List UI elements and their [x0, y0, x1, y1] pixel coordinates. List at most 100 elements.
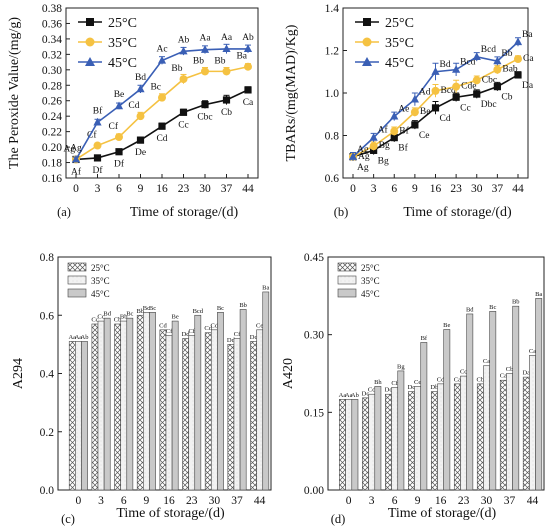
data-point	[179, 46, 188, 55]
data-point	[243, 44, 253, 53]
significance-label: Cd	[204, 325, 212, 332]
bar	[210, 329, 218, 491]
data-point	[244, 62, 252, 71]
legend-marker	[363, 18, 371, 26]
significance-label: Aa	[345, 392, 353, 399]
y-tick-label: 0.15	[304, 407, 324, 419]
significance-label: Dc	[408, 384, 416, 391]
data-point	[201, 67, 209, 76]
significance-label: Ba	[236, 52, 247, 62]
significance-label: Bd	[135, 73, 146, 83]
significance-label: Bd	[103, 311, 111, 318]
significance-label: Ac	[156, 45, 167, 55]
legend-label: 35°C	[361, 276, 380, 286]
data-point	[472, 76, 481, 85]
significance-label: Bcd	[481, 45, 497, 55]
bar	[374, 386, 382, 491]
bar	[165, 335, 173, 491]
data-point	[514, 55, 522, 63]
bar	[483, 365, 490, 491]
x-tick-label: 9	[138, 183, 144, 195]
significance-label: Bcd	[460, 58, 476, 68]
data-point	[369, 133, 378, 141]
data-point	[390, 134, 398, 142]
significance-label: Bg	[378, 156, 389, 166]
significance-label: Dc	[362, 390, 370, 397]
series-0: Aa Dc Dc Dc Db Ca Cb Ca Da	[339, 370, 530, 491]
bar	[159, 329, 167, 491]
y-tick-label: 0.22	[42, 127, 62, 139]
legend-label: 45°C	[361, 289, 380, 299]
significance-label: Ad	[419, 87, 431, 97]
data-point	[473, 90, 481, 98]
significance-label: Bc	[217, 305, 224, 312]
legend-marker	[86, 18, 94, 26]
significance-label: Cf	[391, 380, 398, 387]
data-point	[201, 100, 209, 109]
x-tick-label: 3	[369, 495, 375, 507]
y-tick-label: 0.38	[42, 3, 62, 15]
significance-label: Bc	[489, 304, 496, 311]
y-tick-label: 0.36	[42, 18, 62, 30]
x-tick-label: 9	[415, 495, 421, 507]
y-axis-title: A420	[281, 358, 296, 389]
x-tick-label: 3	[371, 183, 377, 195]
significance-label: Ag	[70, 143, 82, 153]
legend-label: 45°C	[108, 56, 137, 71]
legend-swatch	[337, 275, 357, 285]
significance-label: Cde	[461, 82, 476, 92]
bar	[420, 342, 428, 491]
series-1: Ag Cf Cf Cd Bc Bb Bb Bb Ba	[63, 52, 252, 164]
data-point	[452, 65, 461, 73]
bar	[351, 399, 359, 491]
significance-label: Ce	[419, 131, 430, 141]
significance-label: Cd	[156, 134, 167, 144]
legend-swatch	[67, 275, 87, 285]
significance-label: Cb	[477, 376, 485, 383]
bar	[120, 320, 128, 491]
significance-label: Cf	[109, 121, 119, 132]
significance-label: Bb	[501, 49, 512, 59]
significance-label: Bf	[421, 335, 428, 342]
data-point	[222, 67, 231, 76]
significance-label: Ag	[357, 145, 369, 155]
x-tick-label: 6	[391, 183, 397, 195]
bar	[408, 391, 415, 491]
significance-label: Bf	[93, 105, 103, 116]
x-tick-label: 23	[458, 495, 470, 507]
significance-label: Bcd	[441, 86, 457, 96]
bar	[136, 314, 144, 491]
data-point	[93, 154, 102, 162]
significance-label: Bb	[171, 64, 182, 74]
x-tick-label: 44	[527, 495, 539, 507]
data-point	[493, 65, 502, 74]
legend-label: 35°C	[108, 36, 137, 51]
significance-label: Ba	[262, 284, 269, 291]
significance-label: Cd	[211, 322, 219, 329]
significance-label: Bc	[149, 305, 156, 312]
significance-label: Bh	[374, 379, 382, 386]
bar	[522, 376, 530, 491]
series-0: Af Df Df De Cd Cc Cbc Cb Ca	[71, 86, 254, 177]
legend-swatch	[337, 288, 357, 298]
x-axis-title: Time of storage/(d)	[130, 205, 239, 220]
bar	[262, 291, 270, 491]
x-tick-label: 0	[346, 495, 352, 507]
significance-label: Dd	[182, 331, 191, 338]
significance-label: Cc	[460, 103, 471, 113]
bar	[476, 383, 484, 491]
data-point	[179, 75, 188, 84]
significance-label: Cc	[460, 369, 467, 376]
bar	[506, 373, 513, 491]
significance-label: Cb	[501, 93, 512, 103]
significance-label: Dc	[250, 334, 258, 341]
data-point	[493, 83, 501, 91]
data-point	[115, 148, 123, 156]
bar	[437, 383, 444, 491]
significance-label: Bab	[502, 65, 518, 75]
y-tick-label: 0.6	[40, 310, 55, 322]
significance-label: Cbc	[482, 75, 497, 85]
series-2: Ag Bf Be Bd Ac Ab Aa Aa Ab	[70, 33, 254, 163]
